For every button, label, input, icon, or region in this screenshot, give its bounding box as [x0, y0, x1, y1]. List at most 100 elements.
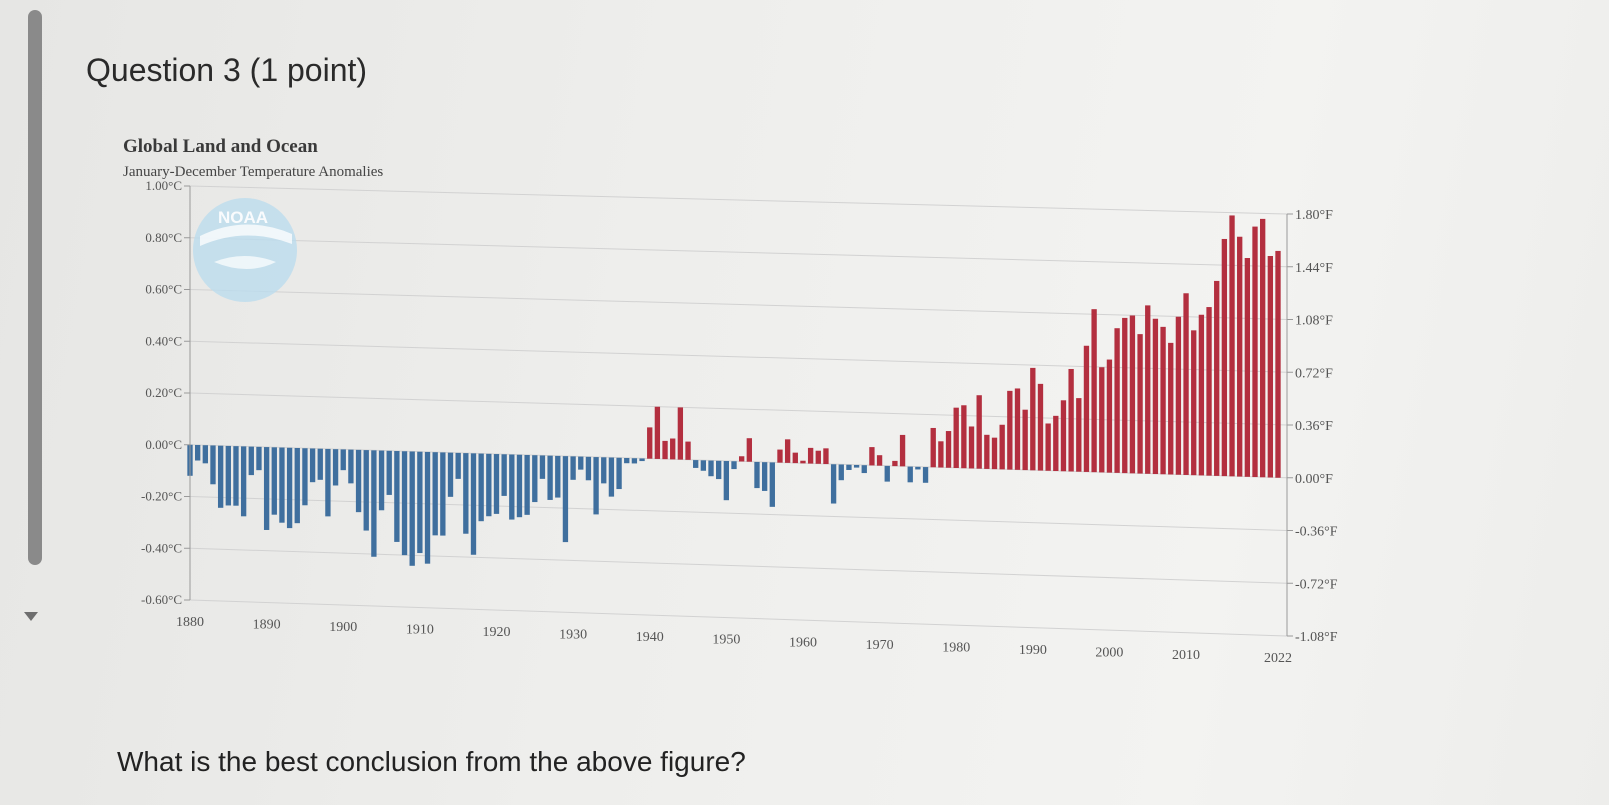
bar-1974 — [907, 466, 913, 483]
right-tick-label: -1.08°F — [1295, 630, 1338, 645]
bar-2014 — [1214, 280, 1220, 476]
bar-1951 — [731, 461, 737, 470]
bar-1955 — [761, 462, 768, 491]
left-tick-label: -0.40°C — [141, 540, 182, 555]
bar-1977 — [930, 427, 936, 468]
left-tick-label: -0.20°C — [141, 489, 182, 504]
left-tick-label: 0.80°C — [145, 230, 182, 245]
x-tick-label: 2000 — [1095, 645, 1123, 660]
right-tick-label: 1.44°F — [1295, 261, 1333, 276]
bar-1934 — [601, 457, 607, 484]
bar-1935 — [608, 457, 615, 497]
right-tick-label: 1.08°F — [1295, 314, 1333, 329]
bar-1910 — [417, 451, 423, 554]
x-tick-label: 1890 — [253, 618, 281, 633]
gridline — [189, 340, 1288, 373]
bar-1895 — [302, 448, 308, 506]
bar-1961 — [807, 447, 814, 464]
bar-1990 — [1030, 367, 1036, 471]
bar-1936 — [616, 457, 622, 490]
x-tick-label: 2022 — [1264, 651, 1292, 666]
bar-1937 — [624, 458, 630, 464]
x-tick-label: 1990 — [1019, 643, 1047, 658]
bar-2000 — [1106, 359, 1113, 473]
gridline — [189, 496, 1288, 531]
bar-1921 — [501, 454, 507, 496]
bar-2015 — [1221, 238, 1228, 477]
bar-1967 — [853, 464, 860, 468]
bar-1993 — [1053, 415, 1059, 472]
bar-1904 — [371, 450, 377, 557]
bar-2001 — [1114, 328, 1120, 473]
bar-1897 — [317, 448, 323, 480]
bar-1928 — [555, 455, 561, 498]
bar-1898 — [325, 448, 331, 517]
bar-1986 — [999, 424, 1005, 470]
chart-subtitle: January-December Temperature Anomalies — [123, 164, 384, 180]
bar-2019 — [1252, 226, 1258, 478]
bar-1885 — [225, 445, 231, 506]
bar-1931 — [578, 456, 584, 470]
bar-1917 — [470, 453, 477, 555]
bar-1946 — [693, 460, 699, 468]
bar-2008 — [1168, 342, 1174, 475]
bar-1902 — [355, 449, 362, 513]
bar-1899 — [332, 449, 339, 486]
bar-1889 — [256, 446, 262, 471]
bar-1999 — [1099, 367, 1105, 473]
bar-1927 — [547, 455, 553, 500]
bar-1953 — [746, 438, 752, 462]
bar-2017 — [1237, 236, 1243, 477]
bar-2002 — [1122, 317, 1128, 474]
left-tick-label: 0.00°C — [145, 437, 182, 452]
bar-1920 — [493, 454, 500, 514]
bar-1965 — [838, 464, 844, 481]
gridline — [189, 599, 1288, 637]
x-tick-label: 1980 — [942, 640, 970, 655]
bar-2006 — [1152, 318, 1159, 475]
bar-1925 — [532, 455, 538, 503]
gridline — [189, 237, 1288, 268]
bar-1980 — [953, 407, 959, 468]
left-tick-label: 0.40°C — [145, 333, 182, 348]
bar-1915 — [455, 452, 461, 479]
x-tick-label: 1910 — [406, 623, 434, 638]
scrollbar[interactable] — [28, 10, 42, 565]
right-tick-label: 1.80°F — [1295, 208, 1333, 223]
bar-1992 — [1045, 423, 1051, 471]
bar-1969 — [869, 447, 875, 466]
bar-2011 — [1191, 330, 1197, 476]
bar-1981 — [961, 405, 967, 469]
bar-1892 — [279, 447, 285, 523]
bar-1982 — [968, 426, 975, 469]
bar-1884 — [217, 445, 224, 508]
bar-1893 — [286, 447, 293, 529]
bar-1948 — [708, 460, 714, 477]
bar-1996 — [1076, 398, 1082, 472]
bar-2003 — [1129, 315, 1136, 474]
bar-1907 — [394, 451, 400, 542]
bar-1988 — [1014, 388, 1021, 470]
bar-1945 — [685, 441, 691, 460]
left-tick-label: -0.60°C — [141, 592, 182, 607]
bar-1968 — [861, 465, 867, 474]
collapse-arrow-icon[interactable] — [24, 612, 38, 621]
bar-1960 — [800, 460, 806, 464]
bar-1882 — [202, 445, 208, 464]
bar-1989 — [1022, 409, 1028, 471]
noaa-logo-icon: NOAA — [193, 198, 297, 302]
bar-2012 — [1198, 314, 1205, 476]
bar-1900 — [340, 449, 346, 471]
bar-1972 — [892, 460, 898, 467]
bar-1903 — [363, 450, 369, 531]
bars — [187, 215, 1281, 566]
bar-1881 — [195, 444, 201, 461]
bar-1887 — [240, 446, 247, 517]
bar-1964 — [830, 464, 837, 504]
bar-1883 — [210, 445, 216, 485]
bar-1995 — [1068, 368, 1074, 472]
bar-1933 — [593, 457, 599, 515]
bar-1909 — [409, 451, 415, 566]
right-tick-label: 0.72°F — [1295, 366, 1333, 381]
